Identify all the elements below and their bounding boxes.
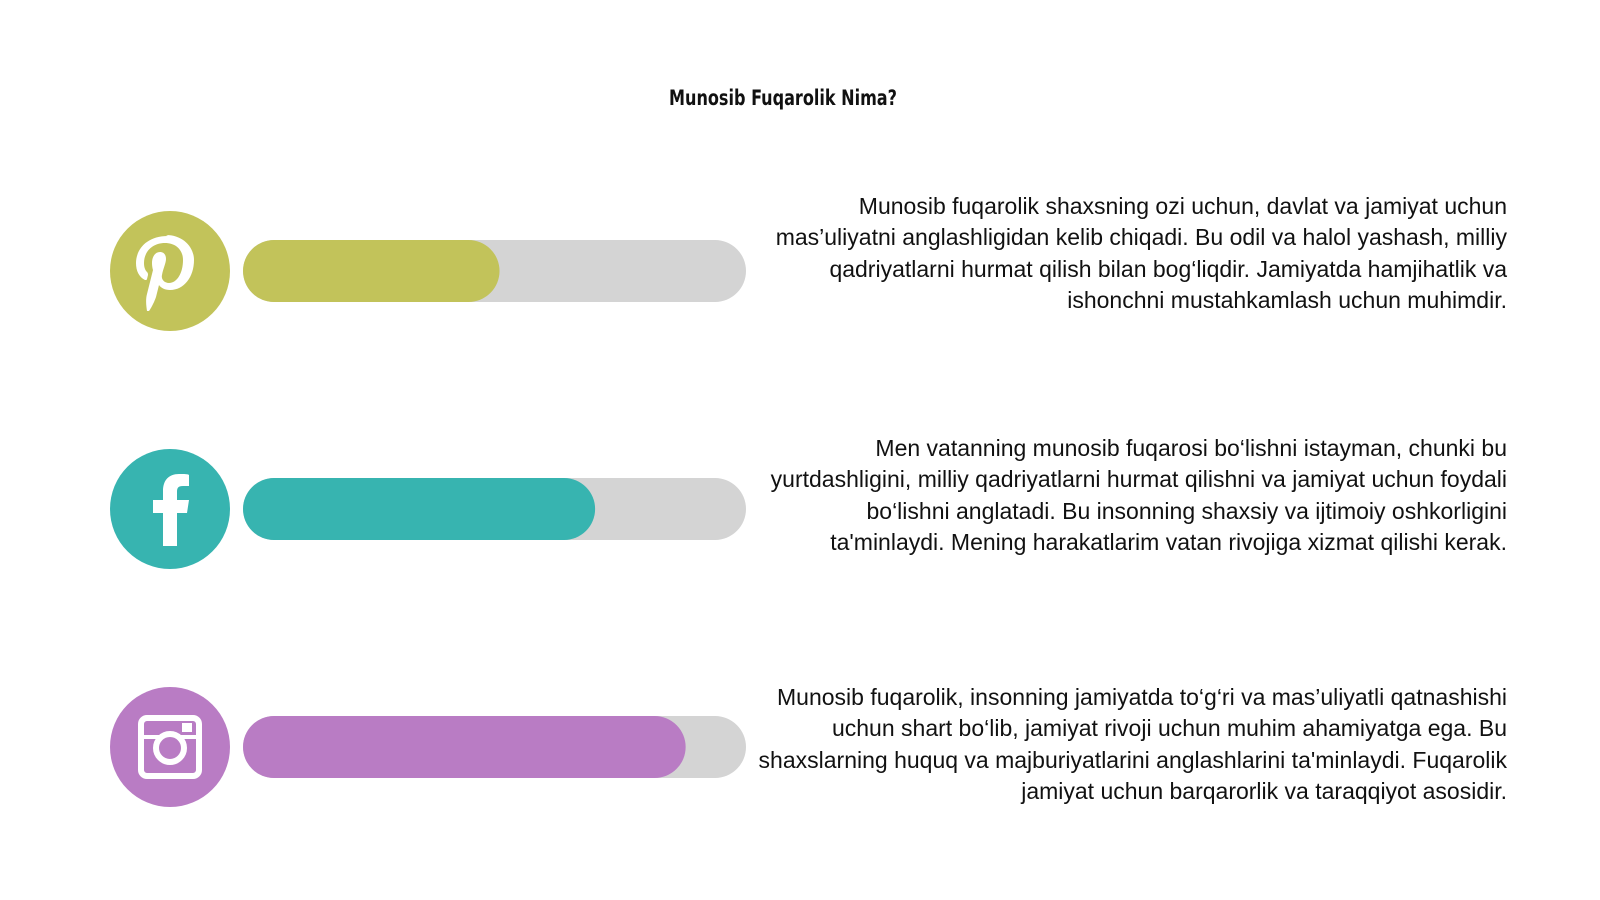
- pinterest-icon: [110, 211, 230, 331]
- paragraph: Munosib fuqarolik shaxsning ozi uchun, d…: [775, 193, 1507, 313]
- paragraph: Men vatanning munosib fuqarosi bo‘lishni…: [770, 435, 1507, 555]
- paragraph: Munosib fuqarolik, insonning jamiyatda t…: [758, 684, 1507, 804]
- facebook-icon: [110, 449, 230, 569]
- instagram-icon: [110, 687, 230, 807]
- slide-title: Munosib Fuqarolik Nima?: [669, 86, 897, 110]
- bar-fill: [243, 716, 686, 778]
- bar-fill: [243, 478, 596, 540]
- bar-fill: [243, 240, 500, 302]
- bars-graphic: [110, 211, 746, 807]
